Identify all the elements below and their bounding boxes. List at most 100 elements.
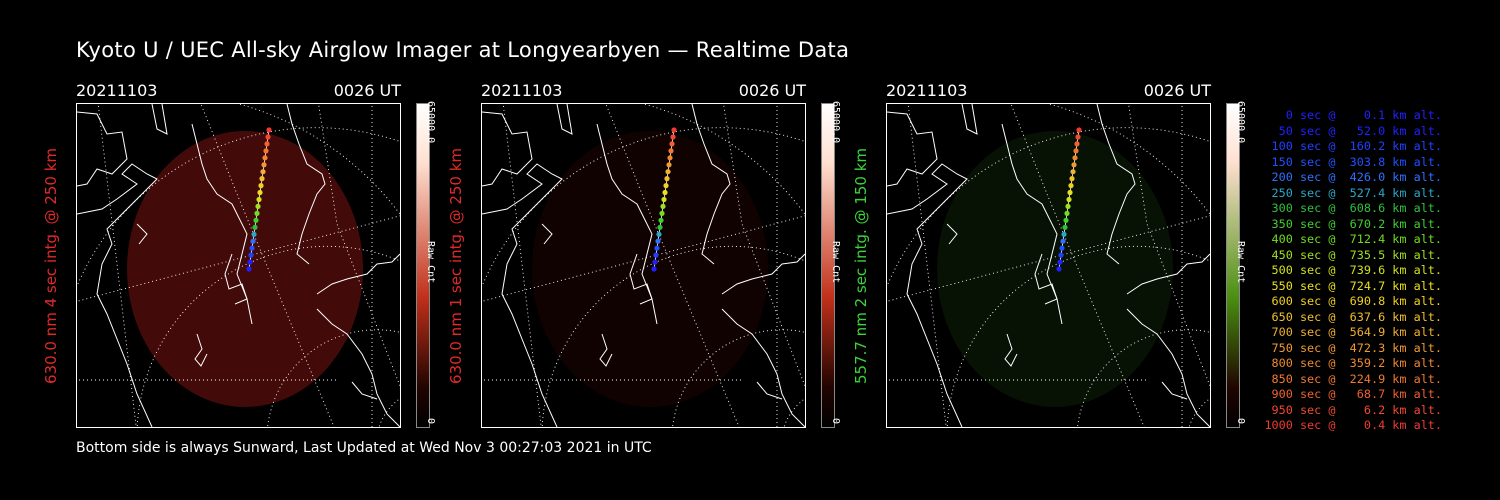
wavelength-label-text: 630.0 nm 4 sec intg. @ 250 km: [42, 147, 60, 384]
trajectory-point: [261, 162, 267, 168]
airglow-disc: [127, 131, 363, 407]
trajectory-point: [656, 231, 662, 237]
airglow-disc: [532, 131, 768, 407]
panel-date: 20211103: [481, 81, 563, 100]
trajectory-point: [255, 203, 261, 209]
airglow-disc: [937, 131, 1173, 407]
trajectory-point: [266, 127, 272, 133]
trajectory-point: [248, 252, 254, 258]
allsky-image: [886, 103, 1211, 428]
trajectory-point: [257, 189, 263, 196]
panel-date: 20211103: [886, 81, 968, 100]
trajectory-point: [653, 252, 659, 258]
trajectory-point: [660, 203, 666, 209]
colorbar-unit-text: Raw Cnt: [830, 241, 841, 284]
colorbar-unit-text: Raw Cnt: [1235, 241, 1246, 284]
geo-grid: [482, 104, 805, 427]
trajectory-point: [247, 259, 253, 265]
trajectory-point: [259, 176, 265, 182]
trajectory-point: [652, 259, 658, 265]
geo-grid: [887, 104, 1210, 427]
colorbar: [821, 103, 835, 428]
legend-entry: 950 sec @ 6.2 km alt.: [1264, 402, 1442, 417]
allsky-panel-2: 20211103 0026 UT 630.0 nm 1 sec intg. @ 25…: [447, 81, 841, 428]
trajectory-point: [1062, 224, 1068, 230]
colorbar-max-text: 65000.0: [425, 101, 436, 144]
allsky-image: [481, 103, 806, 428]
trajectory-point: [250, 238, 256, 244]
trajectory-point: [1058, 252, 1064, 258]
trajectory-point: [1073, 148, 1079, 154]
colorbar-min-text: 0: [1235, 418, 1246, 425]
legend-entry: 300 sec @ 608.6 km alt.: [1264, 201, 1442, 215]
coastlines: [887, 104, 1210, 427]
trajectory-point: [661, 196, 667, 203]
coastlines: [77, 104, 400, 427]
trajectory-point: [263, 148, 269, 154]
trajectory-point: [265, 134, 271, 140]
trajectory-point: [663, 183, 669, 189]
trajectory-point: [657, 224, 663, 230]
trajectory-point: [651, 266, 657, 272]
legend-entry: 200 sec @ 426.0 km alt.: [1264, 170, 1442, 184]
panel-time: 0026 UT: [738, 81, 806, 100]
colorbar-unit-text: Raw Cnt: [425, 241, 436, 284]
allsky-map: [887, 104, 1210, 427]
trajectory-point: [1069, 176, 1075, 182]
trajectory-point: [1061, 231, 1067, 237]
trajectory-point: [662, 189, 668, 196]
legend-entry: 900 sec @ 68.7 km alt.: [1264, 387, 1442, 401]
trajectory-point: [655, 238, 661, 244]
trajectory-point: [654, 245, 660, 251]
legend-entry: 750 sec @ 472.3 km alt.: [1264, 340, 1442, 355]
trajectory-point: [668, 148, 674, 154]
colorbar-min-text: 0: [830, 418, 841, 425]
wavelength-label: 630.0 nm 4 sec intg. @ 250 km: [36, 103, 66, 428]
trajectory-point: [670, 134, 676, 140]
trajectory-point: [1068, 183, 1074, 189]
allsky-map: [482, 104, 805, 427]
legend-entry: 250 sec @ 527.4 km alt.: [1264, 185, 1442, 200]
legend-entry: 850 sec @ 224.9 km alt.: [1264, 371, 1442, 386]
colorbar: [1226, 103, 1240, 428]
page-title: Kyoto U / UEC All-sky Airglow Imager at …: [76, 38, 850, 62]
trajectory-track: [651, 127, 677, 272]
trajectory-point: [1064, 210, 1070, 216]
trajectory-point: [1063, 217, 1069, 223]
trajectory-point: [666, 162, 672, 168]
legend-entry: 450 sec @ 735.5 km alt.: [1264, 247, 1442, 262]
trajectory-point: [1074, 141, 1080, 147]
trajectory-point: [1076, 127, 1082, 133]
legend-entry: 150 sec @ 303.8 km alt.: [1264, 154, 1442, 169]
trajectory-point: [1060, 238, 1066, 244]
trajectory-point: [249, 245, 255, 251]
coastlines: [482, 104, 805, 427]
panel-time: 0026 UT: [333, 81, 401, 100]
trajectory-point: [1056, 266, 1062, 272]
trajectory-point: [254, 210, 260, 216]
trajectory-legend: 0 sec @ 0.1 km alt. 50 sec @ 52.0 km alt…: [1262, 108, 1442, 434]
trajectory-point: [1070, 169, 1076, 175]
wavelength-label-text: 557.7 nm 2 sec intg. @ 150 km: [852, 147, 870, 384]
legend-entry: 1000 sec @ 0.4 km alt.: [1264, 418, 1442, 432]
colorbar-max: 65000.0: [1235, 101, 1262, 143]
panel-date: 20211103: [76, 81, 158, 100]
colorbar-max-text: 65000.0: [1235, 101, 1246, 144]
trajectory-point: [659, 210, 665, 216]
legend-entry: 50 sec @ 52.0 km alt.: [1264, 123, 1442, 138]
wavelength-label-text: 630.0 nm 1 sec intg. @ 250 km: [447, 147, 465, 384]
trajectory-point: [1066, 196, 1072, 203]
trajectory-point: [658, 217, 664, 223]
legend-entry: 800 sec @ 359.2 km alt.: [1264, 356, 1442, 370]
trajectory-point: [1065, 203, 1071, 209]
legend-entry: 700 sec @ 564.9 km alt.: [1264, 325, 1442, 339]
trajectory-point: [246, 266, 252, 272]
trajectory-point: [264, 141, 270, 147]
trajectory-point: [667, 155, 673, 161]
trajectory-point: [1072, 155, 1078, 161]
legend-entry: 600 sec @ 690.8 km alt.: [1264, 294, 1442, 308]
allsky-image: [76, 103, 401, 428]
wavelength-label: 557.7 nm 2 sec intg. @ 150 km: [846, 103, 876, 428]
trajectory-point: [1067, 189, 1073, 196]
legend-entry: 550 sec @ 724.7 km alt.: [1264, 278, 1442, 293]
